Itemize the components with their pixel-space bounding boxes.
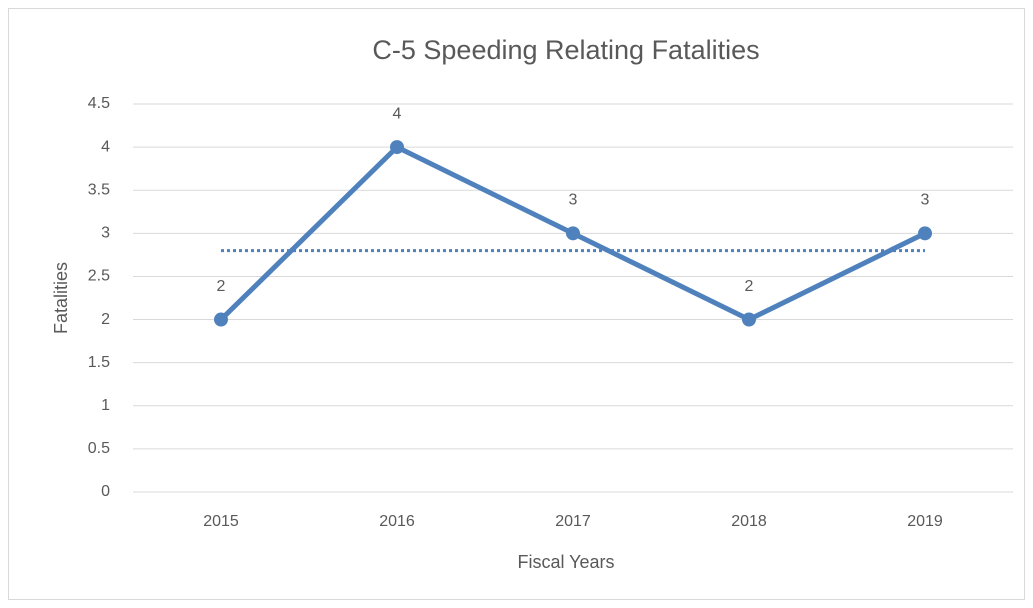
y-tick-label: 3: [101, 225, 110, 242]
y-tick-label: 0: [101, 483, 110, 500]
chart-frame: [8, 8, 1025, 600]
data-point: [742, 312, 756, 327]
y-tick-label: 1.5: [88, 354, 110, 371]
data-point: [566, 226, 580, 241]
chart-title: C-5 Speeding Relating Fatalities: [372, 35, 759, 65]
data-point: [214, 312, 228, 327]
x-axis-title: Fiscal Years: [517, 552, 614, 572]
data-label: 2: [217, 278, 226, 295]
x-tick-label: 2017: [555, 513, 591, 530]
data-point: [918, 226, 932, 241]
x-tick-label: 2019: [907, 513, 943, 530]
data-point: [390, 140, 404, 155]
y-tick-label: 4.5: [88, 95, 110, 112]
y-tick-label: 2.5: [88, 268, 110, 285]
x-tick-label: 2015: [203, 513, 239, 530]
y-tick-label: 0.5: [88, 440, 110, 457]
y-axis-title: Fatalities: [51, 262, 71, 334]
y-tick-label: 3.5: [88, 181, 110, 198]
data-label: 4: [393, 105, 402, 122]
data-label: 3: [569, 192, 578, 209]
y-tick-label: 2: [101, 311, 110, 328]
y-tick-label: 4: [101, 138, 110, 155]
data-label: 2: [745, 278, 754, 295]
x-tick-label: 2016: [379, 513, 415, 530]
y-tick-label: 1: [101, 397, 110, 414]
data-label: 3: [921, 192, 930, 209]
x-tick-label: 2018: [731, 513, 767, 530]
